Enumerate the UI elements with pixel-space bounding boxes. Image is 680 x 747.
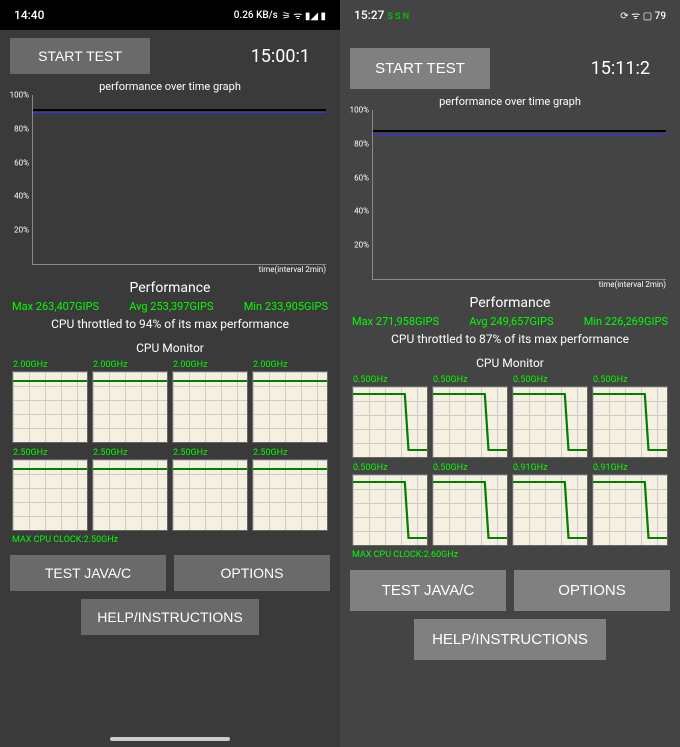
cpu-core-cell: 0.50GHz xyxy=(512,386,588,458)
status-time: 15:27 S S N xyxy=(354,8,409,22)
phone-screenshot-right: 15:27 S S N ⟳ ᯤ ▢ 79 START TEST 15:11:2 … xyxy=(340,0,680,747)
x-axis-label: time(interval 2min) xyxy=(350,280,666,289)
cpu-monitor-title: CPU Monitor xyxy=(350,356,670,370)
cpu-core-freq: 0.50GHz xyxy=(433,375,468,385)
options-button[interactable]: OPTIONS xyxy=(514,570,670,611)
perf-max: Max 271,958GIPS xyxy=(352,315,439,328)
nav-handle[interactable] xyxy=(110,737,230,741)
cpu-core-cell: 2.50GHz xyxy=(12,459,88,531)
cpu-core-freq: 0.50GHz xyxy=(353,375,388,385)
phone-screenshot-left: 14:40 0.26 KB/s ⚞ ᯤ ▮◢ ▮ START TEST 15:0… xyxy=(0,0,340,747)
cpu-core-cell: 0.50GHz xyxy=(432,386,508,458)
performance-stats: Max 263,407GIPS Avg 253,397GIPS Min 233,… xyxy=(10,300,330,313)
performance-chart: 100%80%60%40%20% xyxy=(32,95,326,265)
cpu-core-cell: 0.50GHz xyxy=(432,474,508,546)
start-test-button[interactable]: START TEST xyxy=(350,48,490,89)
performance-heading: Performance xyxy=(350,295,670,311)
cpu-core-cell: 0.91GHz xyxy=(512,474,588,546)
cpu-core-cell: 0.91GHz xyxy=(592,474,668,546)
status-bar: 15:27 S S N ⟳ ᯤ ▢ 79 xyxy=(340,0,680,30)
cpu-core-freq: 2.50GHz xyxy=(93,448,128,458)
cpu-core-cell: 2.00GHz xyxy=(252,371,328,443)
help-instructions-button[interactable]: HELP/INSTRUCTIONS xyxy=(414,619,606,660)
test-java-c-button[interactable]: TEST JAVA/C xyxy=(350,570,506,611)
status-icons: ⟳ ᯤ ▢ 79 xyxy=(620,8,666,22)
x-axis-label: time(interval 2min) xyxy=(10,265,326,274)
perf-min: Min 233,905GIPS xyxy=(244,300,328,313)
perf-avg: Avg 253,397GIPS xyxy=(129,300,213,313)
y-axis-labels: 100%80%60%40%20% xyxy=(9,95,31,264)
cpu-core-freq: 0.50GHz xyxy=(593,375,628,385)
options-button[interactable]: OPTIONS xyxy=(174,555,330,591)
cpu-monitor-grid: 2.00GHz2.00GHz2.00GHz2.00GHz2.50GHz2.50G… xyxy=(10,359,330,531)
perf-chart-title: performance over time graph xyxy=(350,95,670,108)
cpu-core-freq: 0.50GHz xyxy=(433,463,468,473)
perf-avg: Avg 249,657GIPS xyxy=(469,315,553,328)
cpu-core-freq: 0.50GHz xyxy=(513,375,548,385)
cpu-core-freq: 2.00GHz xyxy=(93,360,128,370)
elapsed-timer: 15:11:2 xyxy=(591,58,670,79)
elapsed-timer: 15:00:1 xyxy=(251,46,330,67)
cpu-core-freq: 2.50GHz xyxy=(173,448,208,458)
throttle-text: CPU throttled to 94% of its max performa… xyxy=(10,317,330,331)
cpu-core-freq: 2.50GHz xyxy=(253,448,288,458)
start-test-button[interactable]: START TEST xyxy=(10,38,150,74)
throttle-text: CPU throttled to 87% of its max performa… xyxy=(350,332,670,346)
cpu-core-cell: 0.50GHz xyxy=(352,386,428,458)
performance-heading: Performance xyxy=(10,280,330,296)
cpu-core-cell: 0.50GHz xyxy=(352,474,428,546)
cpu-core-freq: 2.00GHz xyxy=(253,360,288,370)
cpu-monitor-title: CPU Monitor xyxy=(10,341,330,355)
y-axis-labels: 100%80%60%40%20% xyxy=(349,110,371,279)
cpu-core-freq: 2.50GHz xyxy=(13,448,48,458)
test-java-c-button[interactable]: TEST JAVA/C xyxy=(10,555,166,591)
performance-chart: 100%80%60%40%20% xyxy=(372,110,666,280)
max-cpu-clock: MAX CPU CLOCK:2.60GHz xyxy=(350,550,670,560)
cpu-core-freq: 0.50GHz xyxy=(353,463,388,473)
app-body: START TEST 15:00:1 performance over time… xyxy=(0,30,340,643)
status-bar: 14:40 0.26 KB/s ⚞ ᯤ ▮◢ ▮ xyxy=(0,0,340,30)
cpu-core-cell: 2.00GHz xyxy=(172,371,248,443)
app-body: START TEST 15:11:2 performance over time… xyxy=(340,30,680,668)
cpu-core-freq: 2.00GHz xyxy=(13,360,48,370)
cpu-core-cell: 2.50GHz xyxy=(172,459,248,531)
max-cpu-clock: MAX CPU CLOCK:2.50GHz xyxy=(10,535,330,545)
cpu-monitor-grid: 0.50GHz0.50GHz0.50GHz0.50GHz0.50GHz0.50G… xyxy=(350,374,670,546)
cpu-core-cell: 2.00GHz xyxy=(92,371,168,443)
perf-min: Min 226,269GIPS xyxy=(584,315,668,328)
status-icons: 0.26 KB/s ⚞ ᯤ ▮◢ ▮ xyxy=(234,8,326,22)
perf-max: Max 263,407GIPS xyxy=(12,300,99,313)
cpu-core-freq: 0.91GHz xyxy=(513,463,548,473)
help-instructions-button[interactable]: HELP/INSTRUCTIONS xyxy=(81,599,258,635)
cpu-core-freq: 0.91GHz xyxy=(593,463,628,473)
status-time: 14:40 xyxy=(14,8,44,22)
cpu-core-freq: 2.00GHz xyxy=(173,360,208,370)
performance-stats: Max 271,958GIPS Avg 249,657GIPS Min 226,… xyxy=(350,315,670,328)
cpu-core-cell: 0.50GHz xyxy=(592,386,668,458)
cpu-core-cell: 2.00GHz xyxy=(12,371,88,443)
perf-chart-title: performance over time graph xyxy=(10,80,330,93)
cpu-core-cell: 2.50GHz xyxy=(92,459,168,531)
cpu-core-cell: 2.50GHz xyxy=(252,459,328,531)
